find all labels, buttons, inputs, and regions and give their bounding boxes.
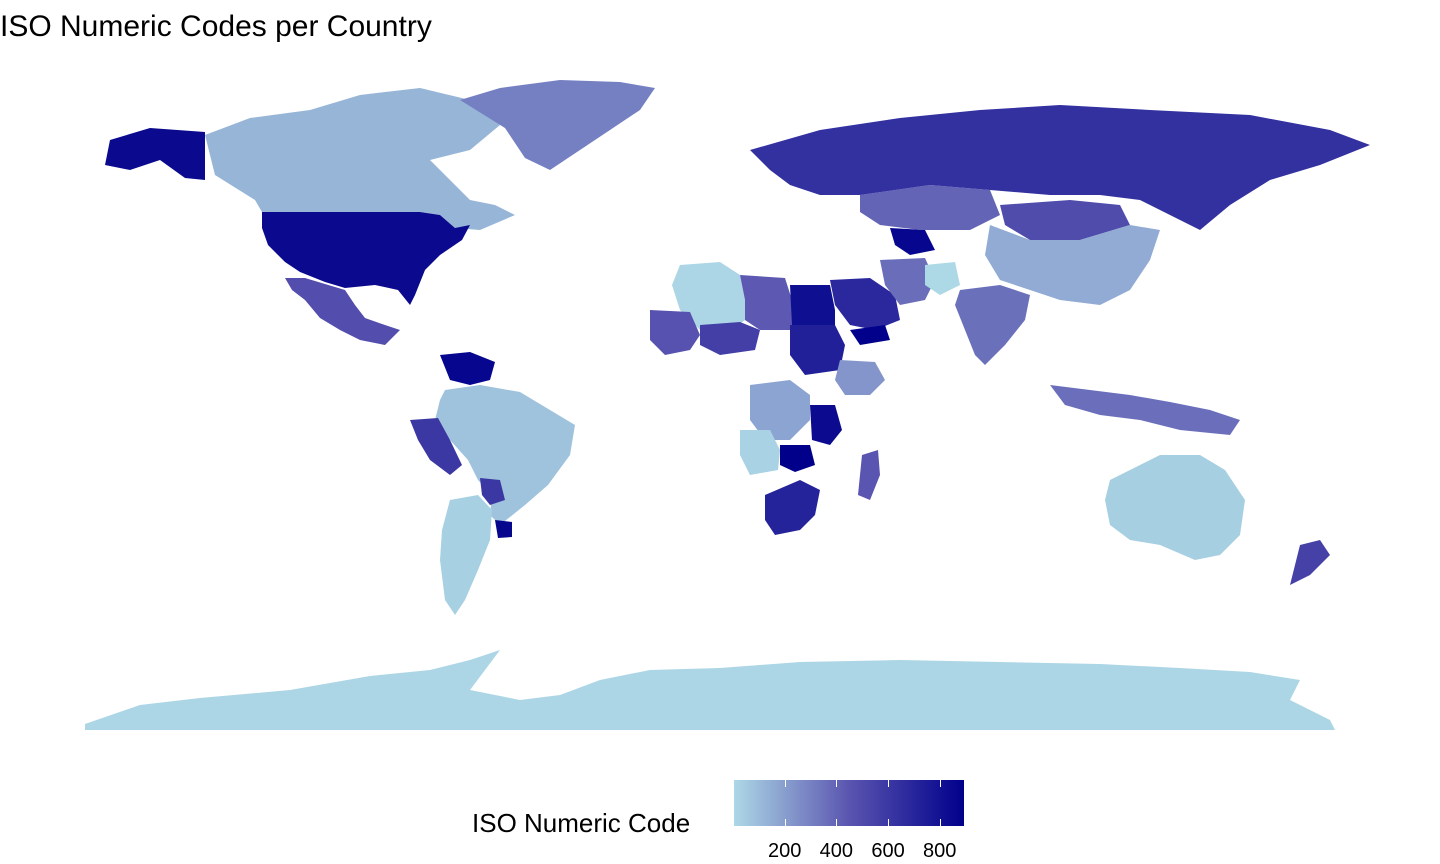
country-afghanistan (925, 262, 960, 295)
country-argentina (440, 495, 492, 615)
legend-tick-mark (784, 819, 786, 826)
country-peru (410, 418, 462, 475)
legend-tick-mark (784, 780, 786, 787)
country-libya (740, 275, 792, 330)
country-niger (700, 322, 760, 355)
legend-tick-mark (836, 819, 838, 826)
country-angola (740, 430, 780, 475)
country-australia (1105, 455, 1245, 560)
legend-tick-label: 200 (767, 840, 802, 862)
legend-tick-label: 600 (871, 840, 905, 862)
country-zambia (780, 445, 815, 472)
country-dr-congo (750, 380, 810, 440)
country-ethiopia (835, 360, 885, 395)
country-sudan (790, 325, 845, 375)
legend-tick-label: 800 (923, 840, 957, 862)
legend-title: ISO Numeric Code (472, 808, 691, 838)
country-mongolia (1000, 200, 1130, 240)
country-india (955, 285, 1030, 365)
country-paraguay (480, 478, 505, 505)
legend-tick-mark (836, 780, 838, 787)
legend-tick-mark (939, 780, 941, 787)
country-canada (205, 88, 515, 230)
legend-tick-mark (939, 819, 941, 826)
country-iran (880, 258, 935, 305)
legend-tick-label: 400 (819, 840, 854, 862)
country-mali (650, 310, 700, 355)
country-china (985, 225, 1160, 305)
country-new-zealand (1290, 540, 1330, 585)
country-saudi-arabia (830, 278, 900, 330)
country-venezuela (440, 352, 495, 385)
country-greenland (460, 80, 655, 170)
country-russia (750, 105, 1370, 230)
country-kazakhstan (860, 185, 1000, 230)
country-alaska (105, 128, 205, 180)
country-antarctica (85, 650, 1335, 730)
legend-tick-mark (888, 780, 890, 787)
legend-color-bar (734, 780, 964, 826)
country-egypt (790, 285, 835, 325)
legend-tick-mark (888, 819, 890, 826)
country-uruguay (495, 520, 512, 538)
country-uzbekistan (890, 228, 935, 255)
country-yemen (850, 325, 890, 345)
country-south-africa (765, 480, 820, 535)
map-title: ISO Numeric Codes per Country (0, 10, 432, 43)
country-tanzania (810, 405, 842, 445)
country-madagascar (858, 450, 880, 500)
country-united-states (262, 212, 470, 305)
country-brazil (435, 385, 575, 525)
country-mexico (285, 278, 400, 345)
country-indonesia (1050, 385, 1240, 435)
